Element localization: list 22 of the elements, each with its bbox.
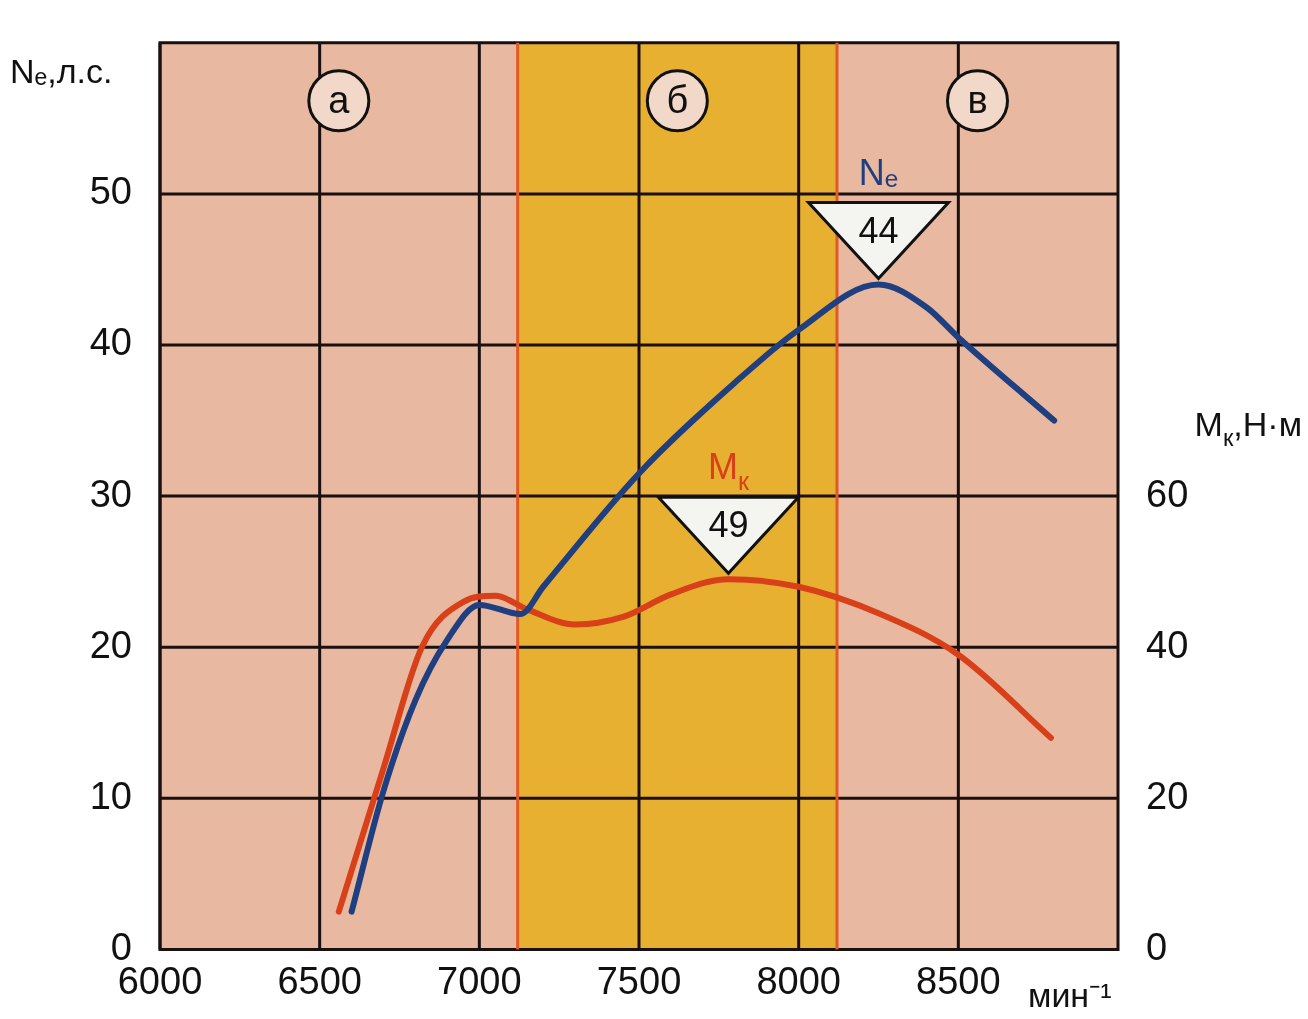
annotation: а xyxy=(328,78,351,121)
y-axis-title: Nₑ,л.с. xyxy=(10,51,113,90)
x-tick-label: 7000 xyxy=(437,959,522,1002)
data-label: 49 xyxy=(708,504,749,546)
x-tick-label: 8000 xyxy=(756,959,841,1002)
y2-tick-label: 0 xyxy=(1146,925,1168,968)
text: Nₑ xyxy=(858,151,899,193)
data-label: 44 xyxy=(858,209,899,251)
y2-tick-label: 20 xyxy=(1146,774,1189,817)
x-tick-label: 7500 xyxy=(596,959,682,1002)
annotation: в xyxy=(967,78,988,121)
y2-tick-label: 60 xyxy=(1146,472,1189,515)
y-tick-label: 10 xyxy=(89,774,132,817)
y-tick-label: 20 xyxy=(89,623,132,666)
band-label: б xyxy=(666,78,689,121)
x-tick-label: 8500 xyxy=(916,959,1001,1002)
y-tick-label: 50 xyxy=(89,170,132,213)
x-tick-label: 6500 xyxy=(277,959,362,1002)
y-tick-label: 40 xyxy=(89,321,132,364)
x-axis-title: мин⁻¹ xyxy=(1028,976,1112,1014)
y2-tick-label: 40 xyxy=(1146,623,1189,666)
y-tick-label: 30 xyxy=(89,472,132,515)
